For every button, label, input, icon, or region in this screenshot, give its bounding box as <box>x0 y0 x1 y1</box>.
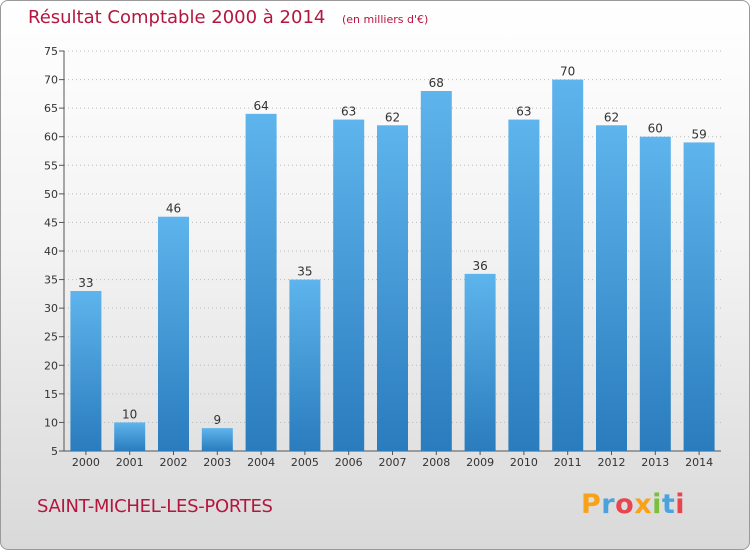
x-tick-label-2011: 2011 <box>554 456 582 469</box>
value-label-2004: 64 <box>253 99 268 113</box>
value-label-2012: 62 <box>604 110 619 124</box>
value-label-2005: 35 <box>297 265 312 279</box>
logo-letter: r <box>601 489 616 520</box>
bar-2010 <box>508 119 540 452</box>
bar-2001 <box>114 422 146 451</box>
bar-2014 <box>683 142 715 451</box>
value-label-2011: 70 <box>560 65 575 79</box>
y-tick-label: 20 <box>44 359 58 372</box>
logo-letter: i <box>652 489 662 520</box>
y-tick-label: 60 <box>44 131 58 144</box>
x-tick-label-2012: 2012 <box>598 456 626 469</box>
value-label-2002: 46 <box>166 202 181 216</box>
y-tick-label: 5 <box>51 445 58 458</box>
proxiti-logo[interactable]: Proxiti <box>581 489 685 520</box>
bar-2003 <box>201 428 233 451</box>
y-tick-label: 15 <box>44 388 58 401</box>
x-tick-label-2010: 2010 <box>510 456 538 469</box>
value-label-2000: 33 <box>78 276 93 290</box>
chart-title: Résultat Comptable 2000 à 2014 <box>28 7 326 28</box>
x-tick-label-2013: 2013 <box>641 456 669 469</box>
y-tick-label: 45 <box>44 216 58 229</box>
commune-name: SAINT-MICHEL-LES-PORTES <box>37 496 273 517</box>
x-tick-label-2014: 2014 <box>685 456 713 469</box>
value-label-2010: 63 <box>516 105 531 119</box>
bar-2008 <box>420 91 452 451</box>
y-tick-label: 70 <box>44 74 58 87</box>
y-tick-label: 25 <box>44 331 58 344</box>
y-tick-label: 65 <box>44 102 58 115</box>
logo-letter: x <box>634 489 653 520</box>
logo-letter: o <box>615 489 635 520</box>
x-tick-label-2006: 2006 <box>335 456 363 469</box>
bar-2013 <box>639 136 671 451</box>
x-tick-label-2001: 2001 <box>116 456 144 469</box>
x-tick-label-2000: 2000 <box>72 456 100 469</box>
bar-2006 <box>333 119 365 452</box>
bar-2012 <box>596 125 627 452</box>
logo-letter: P <box>581 489 602 520</box>
y-tick-label: 55 <box>44 159 58 172</box>
value-label-2001: 10 <box>122 407 137 421</box>
y-tick-label: 40 <box>44 245 58 258</box>
logo-letter: i <box>675 489 686 520</box>
y-tick-label: 75 <box>44 45 58 58</box>
value-label-2006: 63 <box>341 105 356 119</box>
bar-2005 <box>289 279 321 451</box>
y-tick-label: 50 <box>44 188 58 201</box>
y-tick-label: 10 <box>44 416 58 429</box>
bar-2007 <box>377 125 408 452</box>
bar-2009 <box>464 273 496 451</box>
value-label-2014: 59 <box>691 127 706 141</box>
x-tick-label-2009: 2009 <box>466 456 494 469</box>
y-tick-label: 35 <box>44 274 58 287</box>
value-label-2008: 68 <box>429 76 444 90</box>
bar-2004 <box>245 113 277 451</box>
x-tick-label-2007: 2007 <box>379 456 407 469</box>
logo-letter: t <box>661 489 676 520</box>
chart-subtitle: (en milliers d'€) <box>342 13 429 26</box>
value-label-2007: 62 <box>385 110 400 124</box>
x-tick-label-2008: 2008 <box>422 456 450 469</box>
x-tick-label-2003: 2003 <box>203 456 231 469</box>
bar-2000 <box>70 291 102 451</box>
y-tick-label: 30 <box>44 302 58 315</box>
x-tick-label-2002: 2002 <box>160 456 188 469</box>
x-tick-label-2005: 2005 <box>291 456 319 469</box>
bar-2011 <box>552 79 584 452</box>
value-label-2003: 9 <box>213 413 221 427</box>
value-label-2013: 60 <box>648 122 663 136</box>
bar-2002 <box>158 216 189 451</box>
x-tick-label-2004: 2004 <box>247 456 275 469</box>
value-label-2009: 36 <box>472 259 487 273</box>
